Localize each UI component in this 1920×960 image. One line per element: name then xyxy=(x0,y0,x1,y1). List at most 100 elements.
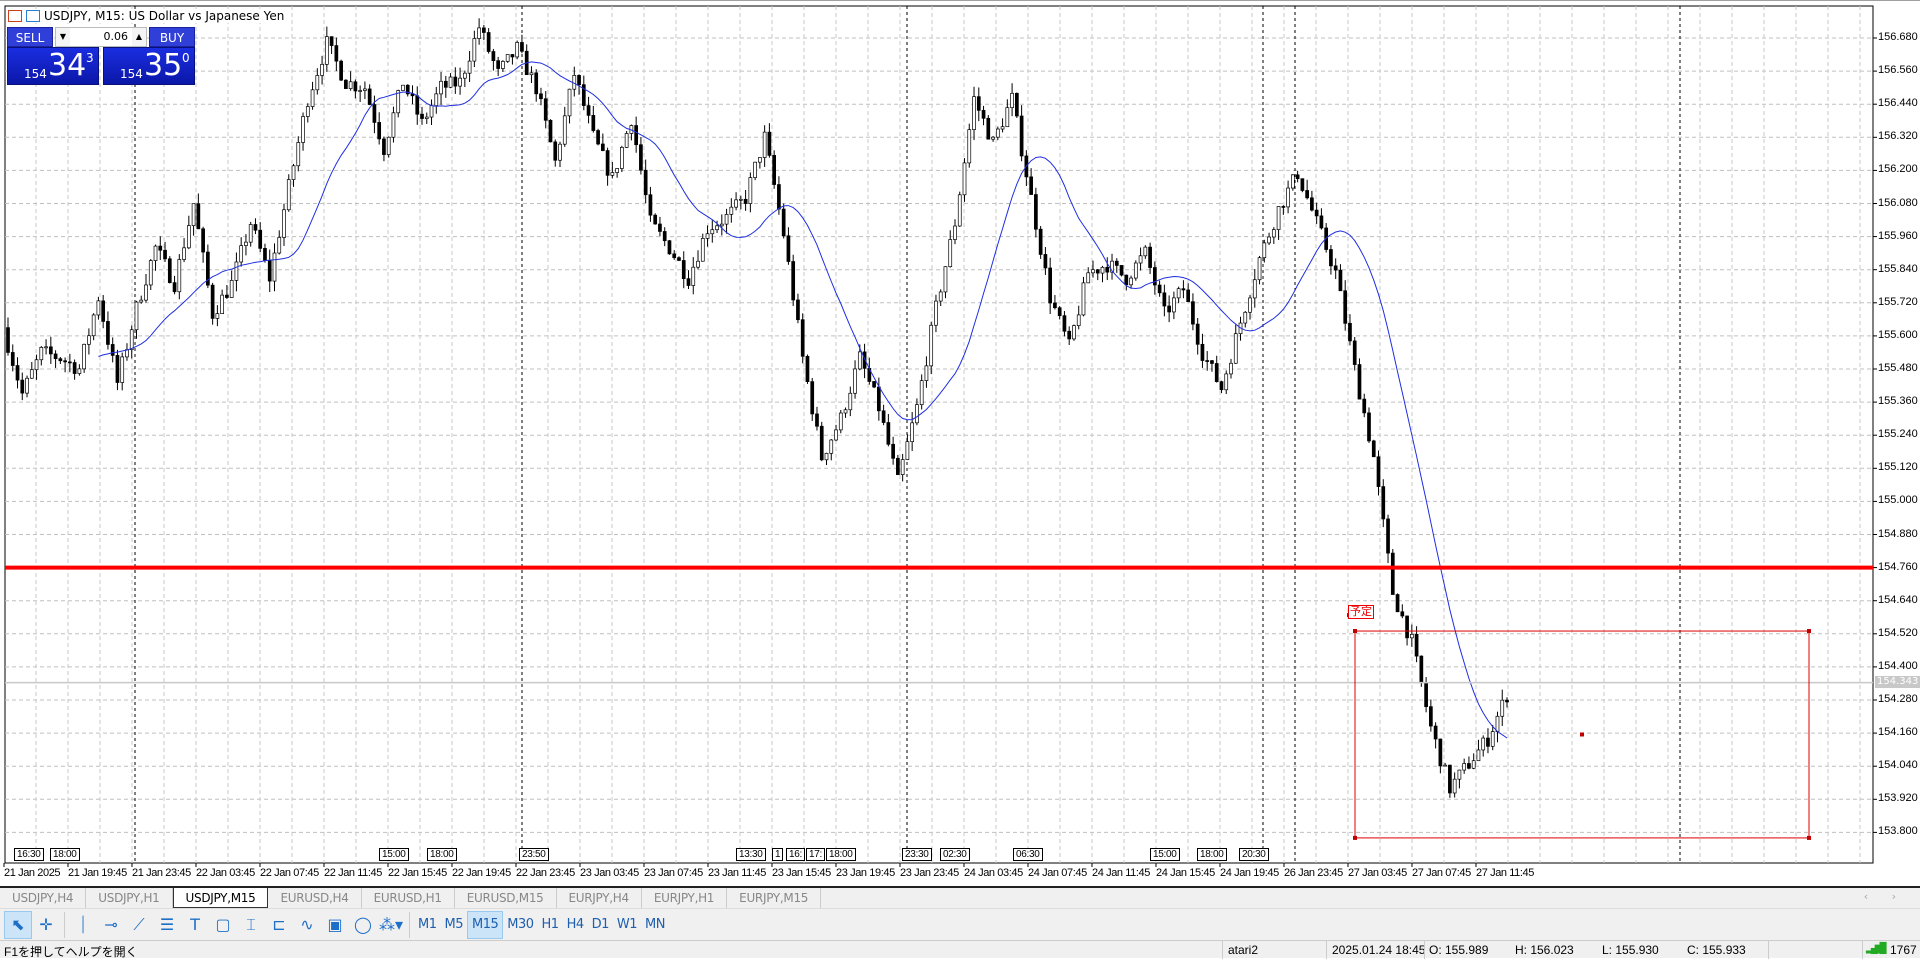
candle xyxy=(1005,107,1010,128)
cursor-icon[interactable]: ⬉ xyxy=(4,910,32,939)
tab-eurjpy-m15[interactable]: EURJPY,M15 xyxy=(727,888,822,908)
candle xyxy=(477,27,481,39)
tab-eurjpy-h4[interactable]: EURJPY,H4 xyxy=(557,888,642,908)
tab-usdjpy-h4[interactable]: USDJPY,H4 xyxy=(0,888,87,908)
tab-usdjpy-h1[interactable]: USDJPY,H1 xyxy=(86,888,173,908)
timeframe-mn[interactable]: MN xyxy=(645,917,665,932)
horizontal-line-icon[interactable]: ⊸ xyxy=(104,915,118,934)
objects-icon[interactable]: ⁂▾ xyxy=(378,915,404,934)
candle xyxy=(253,224,258,231)
timeframe-d1[interactable]: D1 xyxy=(591,917,610,932)
candle xyxy=(743,198,748,204)
candle xyxy=(748,177,753,204)
tab-eurjpy-h1[interactable]: EURJPY,H1 xyxy=(642,888,728,908)
bar-datetime: 2025.01.24 18:45 xyxy=(1332,943,1426,957)
session-label: 18:00 xyxy=(427,848,457,861)
chart-window-icon[interactable] xyxy=(26,10,40,22)
candle xyxy=(1224,373,1229,391)
candle xyxy=(534,72,539,95)
text-icon[interactable]: T xyxy=(190,915,200,934)
channel-icon[interactable]: ☰ xyxy=(159,915,175,934)
price-label-icon[interactable]: ⊏ xyxy=(272,915,286,934)
buy-price[interactable]: 154 35 0 xyxy=(103,47,195,85)
lot-size-input[interactable]: 0.06 xyxy=(70,28,132,46)
candle xyxy=(377,122,382,140)
candle xyxy=(539,93,543,100)
timeframe-m5[interactable]: M5 xyxy=(444,917,464,932)
candle xyxy=(1181,288,1186,291)
session-label: 23:30 xyxy=(902,848,932,861)
tab-eurusd-m15[interactable]: EURUSD,M15 xyxy=(455,888,557,908)
candle xyxy=(648,194,653,216)
shapes-icon[interactable]: ◯ xyxy=(354,915,372,934)
lot-size-stepper[interactable]: ▼ 0.06 ▲ xyxy=(55,27,147,47)
lot-decrease-icon[interactable]: ▼ xyxy=(59,32,67,41)
text-label-icon[interactable]: ⌶ xyxy=(246,914,256,934)
button-icon[interactable]: ▣ xyxy=(327,915,343,934)
tab-scroll-arrows[interactable]: ‹ › xyxy=(1863,890,1906,903)
candle xyxy=(405,84,410,95)
session-label: 13:30 xyxy=(736,848,766,861)
candle xyxy=(1367,412,1371,442)
candle xyxy=(1133,262,1138,279)
candle xyxy=(529,72,534,76)
x-tick-label: 22 Jan 15:45 xyxy=(388,867,447,879)
rectangle-label[interactable]: 予定 xyxy=(1348,605,1374,619)
tab-eurusd-h4[interactable]: EURUSD,H4 xyxy=(268,888,362,908)
timeframe-m30[interactable]: M30 xyxy=(507,917,534,932)
candle xyxy=(1214,363,1219,382)
candle xyxy=(1329,249,1333,267)
vertical-line-icon[interactable]: ⏐ xyxy=(78,914,88,934)
lot-increase-icon[interactable]: ▲ xyxy=(135,32,143,41)
timeframe-h4[interactable]: H4 xyxy=(566,917,585,932)
candle xyxy=(1086,272,1091,284)
oscillator-icon[interactable]: ∿ xyxy=(300,915,314,934)
chart-menu-icon[interactable] xyxy=(8,10,22,22)
chart-window[interactable]: USDJPY, M15: US Dollar vs Japanese Yen S… xyxy=(0,0,1920,884)
buy-button[interactable]: BUY xyxy=(149,27,195,47)
candle xyxy=(353,81,358,92)
candle xyxy=(624,133,629,148)
timeframe-m15[interactable]: M15 xyxy=(467,910,504,939)
connection-speed: 1767 xyxy=(1890,943,1917,957)
candle xyxy=(553,141,558,161)
candle xyxy=(1148,246,1152,268)
timeframe-h1[interactable]: H1 xyxy=(541,917,560,932)
crosshair-icon[interactable]: ✛ xyxy=(39,915,53,934)
rectangle-handle xyxy=(1353,629,1357,634)
session-label: 18:00 xyxy=(50,848,80,861)
sell-button[interactable]: SELL xyxy=(7,27,53,47)
tab-eurusd-h1[interactable]: EURUSD,H1 xyxy=(362,888,455,908)
candle xyxy=(1343,290,1348,324)
candle xyxy=(1248,297,1252,313)
sell-price[interactable]: 154 34 3 xyxy=(7,47,99,85)
candle xyxy=(1243,311,1248,324)
x-tick-label: 22 Jan 03:45 xyxy=(196,867,255,879)
candle xyxy=(158,245,163,251)
timeframe-m1[interactable]: M1 xyxy=(418,917,437,932)
candle xyxy=(848,392,853,411)
x-tick-label: 26 Jan 23:45 xyxy=(1284,867,1343,879)
candle xyxy=(1271,229,1276,238)
candle xyxy=(943,266,948,293)
tab-usdjpy-m15[interactable]: USDJPY,M15 xyxy=(172,888,269,908)
candle xyxy=(548,119,553,143)
trendline-icon[interactable]: ⟋ xyxy=(133,914,145,934)
candle xyxy=(1200,343,1205,361)
candle xyxy=(915,404,919,424)
y-tick-label: 156.680 xyxy=(1878,31,1918,43)
x-tick-label: 22 Jan 07:45 xyxy=(260,867,319,879)
connection-signal-icon[interactable]: ▂▄▆█ xyxy=(1866,943,1886,954)
y-tick-label: 155.120 xyxy=(1878,461,1918,474)
price-chart[interactable] xyxy=(0,1,1920,885)
candle xyxy=(505,54,510,62)
x-tick-label: 22 Jan 19:45 xyxy=(452,867,511,879)
candle xyxy=(805,355,810,382)
x-tick-label: 22 Jan 11:45 xyxy=(324,867,382,879)
timeframe-w1[interactable]: W1 xyxy=(616,917,638,932)
candle xyxy=(1029,176,1033,195)
rectangle-icon[interactable]: ▢ xyxy=(215,915,231,934)
candle xyxy=(415,95,420,115)
candle xyxy=(1476,749,1481,762)
candle xyxy=(662,231,667,242)
